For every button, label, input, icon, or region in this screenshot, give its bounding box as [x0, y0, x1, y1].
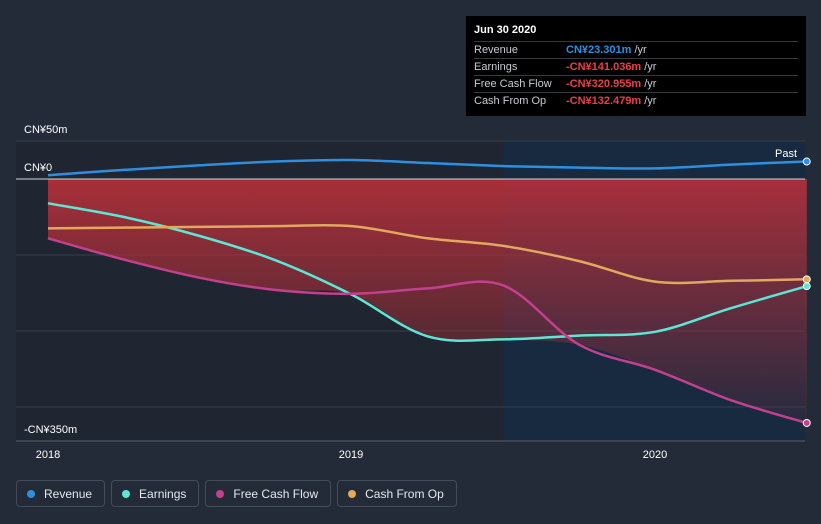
- chart: CN¥50m CN¥0 -CN¥350m 2018 2019 2020 Past: [16, 124, 811, 461]
- earnings-line: [47, 202, 808, 342]
- negative-area: [48, 179, 807, 423]
- tooltip-date: Jun 30 2020: [474, 24, 537, 36]
- tooltip-row-name: Free Cash Flow: [474, 78, 552, 90]
- tooltip-row-value: -CN¥132.479m: [566, 95, 642, 107]
- tooltip-row-value: -CN¥320.955m: [566, 78, 642, 90]
- legend-item-cash-from-op[interactable]: Cash From Op: [337, 480, 457, 507]
- legend-item-earnings[interactable]: Earnings: [111, 480, 200, 507]
- tooltip-row-unit: /yr: [634, 44, 647, 56]
- revenue-end-point: [802, 157, 811, 166]
- tooltip-row-value: -CN¥141.036m: [566, 61, 642, 73]
- cash-from-op-line: [47, 223, 807, 285]
- tooltip-row: Revenue CN¥23.301m/yr: [474, 41, 798, 58]
- legend-label: Revenue: [44, 486, 93, 501]
- legend-dot-icon: [122, 489, 131, 498]
- legend-label: Earnings: [139, 486, 187, 501]
- series-end-points: [802, 157, 811, 427]
- x-tick-label-2020: 2020: [643, 449, 667, 461]
- legend: Revenue Earnings Free Cash Flow Cash From O…: [16, 480, 457, 507]
- free-cash-flow-line: [47, 237, 808, 425]
- legend-dot-icon: [27, 489, 35, 498]
- series-lines: [47, 158, 808, 425]
- legend-dot-icon: [216, 489, 225, 498]
- tooltip-row: Cash From Op -CN¥132.479m/yr: [474, 92, 798, 109]
- tooltip-rows: Revenue CN¥23.301m/yr Earnings -CN¥141.036m…: [474, 41, 798, 109]
- tooltip-row-name: Cash From Op: [474, 95, 547, 107]
- tooltip-row-unit: /yr: [644, 78, 657, 90]
- tooltip-row-unit: /yr: [644, 61, 657, 73]
- x-tick-label-2019: 2019: [339, 449, 363, 461]
- earnings-end-point: [802, 282, 811, 291]
- legend-item-free-cash-flow[interactable]: Free Cash Flow: [205, 480, 332, 507]
- tooltip-row: Earnings -CN¥141.036m/yr: [474, 58, 798, 75]
- legend-label: Cash From Op: [365, 486, 444, 501]
- legend-item-revenue[interactable]: Revenue: [16, 480, 106, 507]
- tooltip-row-name: Earnings: [474, 61, 518, 73]
- y-tick-label-zero: CN¥0: [24, 162, 52, 174]
- tooltip-row-unit: /yr: [644, 95, 657, 107]
- y-tick-label-bottom: -CN¥350m: [24, 424, 77, 436]
- y-tick-label-top: CN¥50m: [24, 124, 67, 136]
- tooltip-row-name: Revenue: [474, 44, 519, 56]
- legend-dot-icon: [348, 489, 357, 498]
- legend-label: Free Cash Flow: [233, 486, 319, 501]
- tooltip-row-value: CN¥23.301m: [566, 44, 632, 56]
- past-label: Past: [775, 148, 797, 160]
- cash-from-op-end-point: [802, 275, 811, 284]
- tooltip: Jun 30 2020 Revenue CN¥23.301m/yr Earnings…: [466, 16, 806, 116]
- revenue-line: [47, 158, 807, 177]
- x-tick-label-2018: 2018: [36, 449, 60, 461]
- tooltip-row: Free Cash Flow -CN¥320.955m/yr: [474, 75, 798, 92]
- free-cash-flow-end-point: [802, 418, 811, 427]
